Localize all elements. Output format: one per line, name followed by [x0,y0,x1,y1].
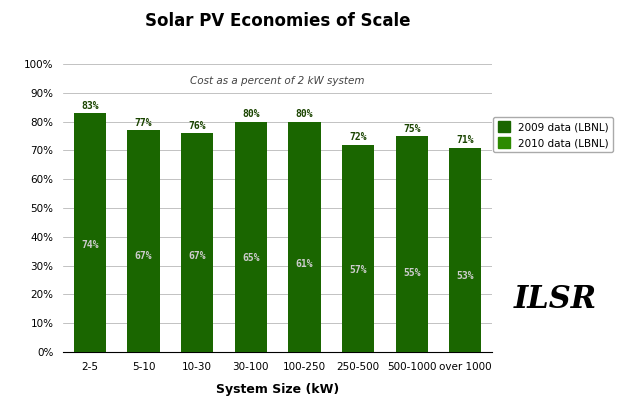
Bar [181,133,213,352]
Bar [342,145,374,352]
Text: 80%: 80% [296,109,313,119]
Text: 71%: 71% [457,135,474,145]
Text: Solar PV Economies of Scale: Solar PV Economies of Scale [145,12,410,30]
Text: System Size (kW): System Size (kW) [216,383,339,396]
Bar [127,130,160,352]
Bar [235,122,267,352]
Text: 65%: 65% [242,254,259,264]
Text: 67%: 67% [189,250,206,260]
Text: 77%: 77% [135,118,152,128]
Text: 75%: 75% [403,124,420,134]
Text: 53%: 53% [457,271,474,281]
Text: 61%: 61% [296,259,313,269]
Text: 55%: 55% [403,268,420,278]
Text: 72%: 72% [350,132,367,142]
Text: 74%: 74% [81,240,98,250]
Text: 83%: 83% [81,101,98,111]
Legend: 2009 data (LBNL), 2010 data (LBNL): 2009 data (LBNL), 2010 data (LBNL) [493,117,613,152]
Bar [288,122,321,352]
Text: 67%: 67% [135,250,152,260]
Bar [449,148,481,352]
Bar [74,113,106,352]
Text: 57%: 57% [350,265,367,275]
Text: 76%: 76% [189,121,206,131]
Text: ILSR: ILSR [514,284,597,316]
Bar [396,136,428,352]
Text: Cost as a percent of 2 kW system: Cost as a percent of 2 kW system [191,76,365,86]
Text: 80%: 80% [242,109,259,119]
